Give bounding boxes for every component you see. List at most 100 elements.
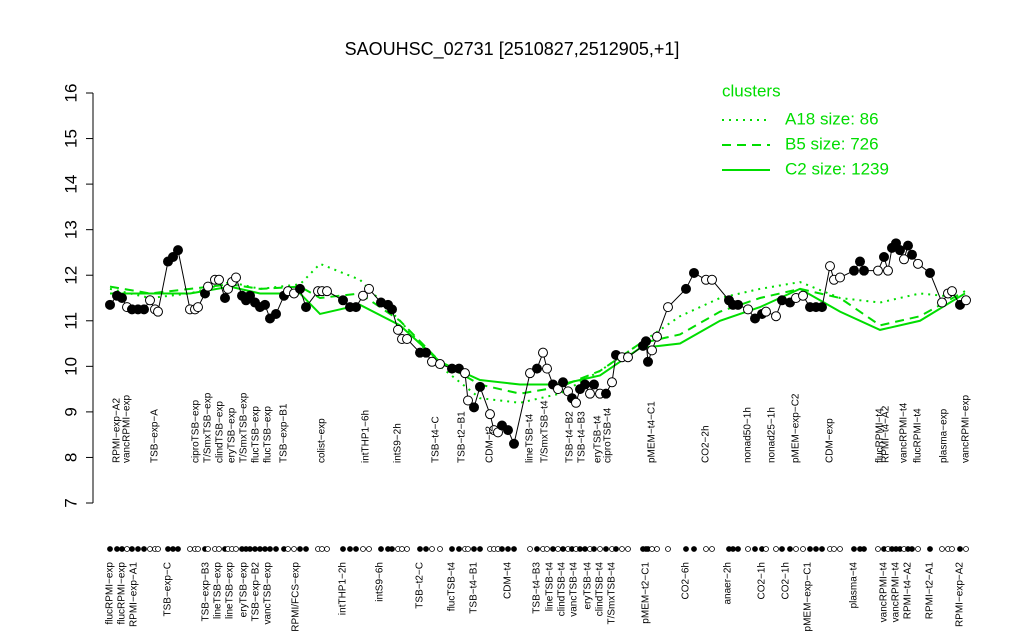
sample-point <box>153 306 163 317</box>
sample-point <box>271 308 281 319</box>
sample-point <box>203 281 213 292</box>
sample-label: vancRPMI−t4 <box>899 402 910 463</box>
sample-dot <box>417 546 423 552</box>
sample-dot <box>505 546 511 552</box>
sample-point <box>879 252 889 262</box>
sample-label: lineTSB−t4 <box>525 413 536 463</box>
sample-label: intS9−6h <box>375 562 386 602</box>
legend-title: clusters <box>722 81 781 100</box>
sample-label: lineTSB−exp <box>225 562 236 619</box>
legend-label: A18 size: 86 <box>785 109 879 128</box>
sample-point <box>947 286 957 297</box>
sample-dot <box>195 546 201 552</box>
sample-dot <box>793 546 799 552</box>
sample-dot <box>555 546 561 552</box>
sample-label: CO2−6h <box>681 562 692 600</box>
sample-label: vancRPMI−t4 <box>879 562 890 623</box>
sample-dot <box>347 546 353 552</box>
sample-label: CDM−t4 <box>503 562 514 599</box>
sample-dot <box>340 546 346 552</box>
sample-point <box>105 299 115 310</box>
sample-point <box>849 265 859 276</box>
y-tick-label: 13 <box>61 220 80 239</box>
sample-dot <box>527 546 533 552</box>
sample-point <box>771 311 781 322</box>
sample-dot <box>366 546 372 552</box>
sample-label: RPMI−t4−A2 <box>903 562 914 620</box>
sample-dot <box>404 546 410 552</box>
sample-point <box>750 313 760 324</box>
sample-point <box>761 306 771 317</box>
sample-dot <box>114 546 120 552</box>
sample-label: CO2−1h <box>757 562 768 600</box>
sample-point <box>895 245 905 256</box>
sample-dot <box>389 546 395 552</box>
sample-dot <box>550 546 556 552</box>
sample-point <box>681 283 691 294</box>
sample-label: flucRPMI−t4 <box>875 408 886 463</box>
sample-point <box>295 283 305 294</box>
sample-point <box>733 299 743 310</box>
legend-label: B5 size: 726 <box>785 134 879 153</box>
sample-point <box>899 254 909 265</box>
sample-dot <box>909 546 915 552</box>
sample-label: ciproTSB−t4 <box>603 407 614 463</box>
sample-point <box>117 293 127 303</box>
sample-label: nonad25−1h <box>767 407 778 463</box>
sample-dot <box>683 546 689 552</box>
sample-dot <box>735 546 741 552</box>
sample-label: ciproTSB−exp <box>191 399 202 463</box>
sample-dot <box>423 546 429 552</box>
sample-point <box>393 324 403 335</box>
y-tick-label: 9 <box>61 407 80 416</box>
sample-dot <box>165 546 171 552</box>
sample-point <box>145 295 155 306</box>
sample-label: TSB−exp−B1 <box>279 403 290 463</box>
sample-point <box>937 297 947 308</box>
sample-point <box>743 304 753 315</box>
sample-label: RPMI−exp−A1 <box>129 562 140 627</box>
sample-point <box>873 265 883 276</box>
sample-point <box>301 302 311 313</box>
y-tick-label: 16 <box>61 84 80 103</box>
sample-label: TSB−exp−A <box>150 409 161 463</box>
sample-label: anaer−2h <box>723 562 734 605</box>
sample-label: T/SmxTSB−exp <box>239 392 250 463</box>
sample-point <box>351 302 361 313</box>
sample-dot <box>257 546 263 552</box>
sample-dot <box>399 546 405 552</box>
chart-title: SAOUHSC_02731 [2510827,2512905,+1] <box>345 39 680 60</box>
sample-label: vancTSB−exp <box>263 562 274 625</box>
sample-point <box>485 409 495 420</box>
sample-point <box>214 274 224 285</box>
sample-dot <box>654 546 660 552</box>
sample-dot <box>267 546 273 552</box>
sample-point <box>601 388 611 399</box>
sample-dot <box>437 546 443 552</box>
sample-dot <box>216 546 222 552</box>
sample-dot <box>477 546 483 552</box>
sample-dot <box>763 546 769 552</box>
sample-point <box>903 240 913 251</box>
sample-dot <box>703 546 709 552</box>
y-tick-label: 11 <box>61 312 80 330</box>
sample-dot <box>233 546 239 552</box>
y-tick-label: 15 <box>61 129 80 148</box>
sample-dot <box>170 546 176 552</box>
sample-label: eryTSB−exp <box>239 562 250 618</box>
sample-dot <box>787 546 793 552</box>
sample-dot <box>141 546 147 552</box>
sample-point <box>509 438 519 449</box>
y-tick-label: 7 <box>61 498 80 507</box>
y-tick-label: 8 <box>61 453 80 462</box>
sample-dot <box>107 546 113 552</box>
sample-point <box>245 290 255 301</box>
sample-point <box>168 252 178 262</box>
sample-label: flucTSB−exp <box>251 406 262 463</box>
sample-dot <box>819 546 825 552</box>
sample-label: pMEM−t2−C1 <box>641 562 652 624</box>
sample-label: lineTSB−exp <box>213 562 224 619</box>
cluster-line <box>109 262 966 404</box>
sample-point <box>641 336 651 347</box>
sample-point <box>580 379 590 390</box>
